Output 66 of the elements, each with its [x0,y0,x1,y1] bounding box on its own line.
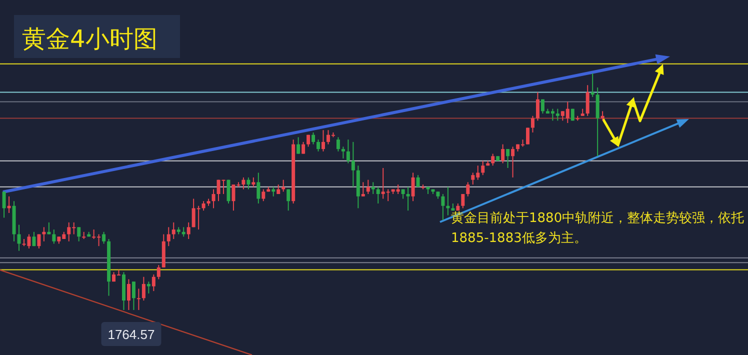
candlestick [246,176,250,190]
candlestick [146,281,150,294]
candlestick [491,153,495,166]
candlestick [52,229,56,244]
candlestick [212,188,216,209]
candlestick [441,194,445,221]
candlestick [481,160,485,176]
candlestick [156,264,160,280]
candlestick [302,141,306,154]
candlestick [47,222,51,235]
candlestick [361,182,365,197]
candlestick [202,200,206,212]
candlestick [526,127,530,145]
candlestick [182,226,186,238]
candlestick [262,188,266,202]
candlestick [226,179,230,204]
candlestick [411,172,415,202]
candlestick [590,72,594,98]
candlestick [336,136,340,152]
candlestick [316,139,320,152]
annotation: 黄金目前处于1880中轨附近，整体走势较强，依托1885-1883低多为主。 [451,211,744,246]
candlestick [32,231,36,247]
candlestick [556,108,560,122]
candlestick [586,84,590,116]
candlestick [152,274,156,292]
candlestick [376,186,380,204]
candlestick [506,148,510,168]
candlestick [132,281,136,310]
candlestick [322,130,325,152]
candlestick [252,176,256,188]
candlestick [596,87,600,157]
candlestick [282,179,286,192]
candlestick [172,222,176,240]
candlestick [102,231,106,244]
candlestick [126,278,130,310]
candlestick [312,132,316,145]
candlestick [166,226,170,247]
candlestick [416,174,420,188]
candlestick [511,146,515,178]
candlestick [530,115,534,133]
candlestick [406,186,410,212]
annotation: 1764.57 [108,327,155,342]
candlestick [351,141,355,188]
candlestick [42,226,46,242]
candlestick [37,234,41,249]
chart-title: 黄金4小时图 [22,25,158,53]
candlestick [242,176,246,190]
candlestick [371,182,375,195]
candlestick [346,139,350,164]
candlestick [142,276,146,302]
candlestick [256,172,260,204]
candlestick [296,136,300,154]
candlestick [136,288,140,310]
candlestick [77,226,81,242]
candlestick [186,222,190,240]
candlestick [501,144,505,164]
candlestick [341,146,345,160]
candlestick [286,188,290,212]
candlestick [461,194,465,209]
candlestick [600,110,604,122]
candlestick [540,98,544,114]
candlestick [536,92,540,122]
candlestick [17,224,21,252]
candlestick [2,191,6,218]
candlestick [366,179,370,195]
candlestick [466,182,470,197]
